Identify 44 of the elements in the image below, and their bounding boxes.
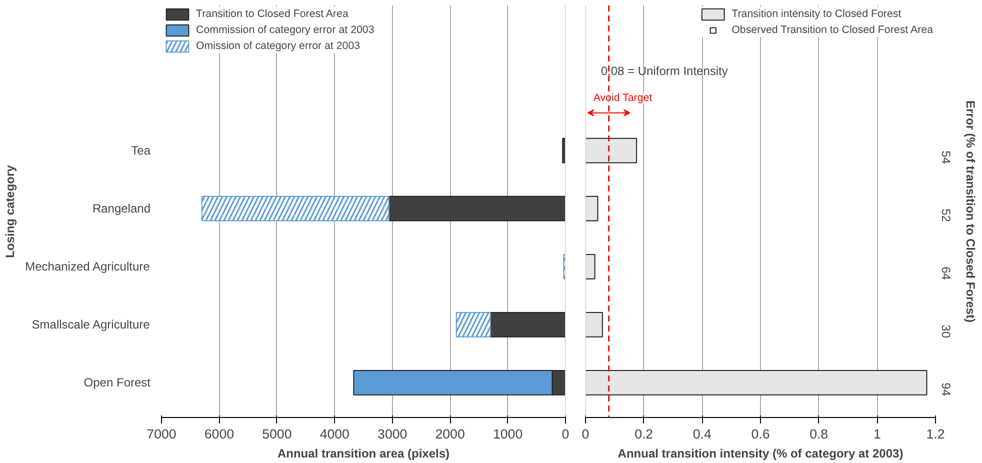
legend-label: Omission of category error at 2003: [196, 40, 360, 52]
y-tick-label: Rangeland: [92, 202, 151, 216]
x-tick-label: 0.4: [692, 426, 712, 442]
y-axis-title: Losing category: [3, 164, 18, 258]
bar: [586, 254, 596, 280]
bar: [562, 138, 566, 164]
y2-axis-title: Error (% of transition to Closed Forest): [964, 100, 978, 323]
y2-tick-label: 52: [939, 208, 953, 222]
y-tick-label: Tea: [131, 144, 151, 158]
text: Avoid Target: [593, 92, 652, 104]
bar: [586, 312, 603, 338]
legend-label: Transition intensity to Closed Forest: [732, 8, 902, 20]
x-axis-title: Annual transition area (pixels): [277, 446, 450, 460]
bar: [388, 196, 566, 222]
y2-tick-label: 54: [939, 150, 953, 164]
bar: [586, 196, 598, 222]
x-tick-label: 6000: [204, 426, 234, 442]
x-tick-label: 2000: [435, 426, 465, 442]
x-tick-label: 0: [562, 426, 570, 442]
y-tick-label: Mechanized Agriculture: [25, 260, 150, 274]
x-tick-label: 0.6: [751, 426, 770, 442]
x-axis-title: Annual transition intensity (% of category at 2003): [618, 446, 904, 460]
x-tick-label: 7000: [146, 426, 176, 442]
y-tick-label: Open Forest: [84, 376, 152, 390]
x-tick-label: 0: [582, 426, 590, 442]
legend-label: Commission of category error at 2003: [196, 24, 374, 36]
x-tick-label: 3000: [378, 426, 408, 442]
y2-tick-label: 94: [939, 382, 953, 396]
x-tick-label: 1000: [492, 426, 523, 442]
bar: [586, 370, 928, 396]
x-tick-label: 5000: [262, 426, 292, 442]
y-tick-label: Smallscale Agriculture: [32, 318, 150, 332]
x-tick-label: 1.2: [926, 426, 945, 442]
y2-tick-label: 64: [939, 266, 953, 280]
ref-line-label: 0.08 = Uniform Intensity: [600, 64, 728, 78]
x-tick-label: 0.2: [634, 426, 654, 442]
bar: [586, 138, 638, 164]
x-tick-label: 4000: [320, 426, 350, 442]
bar: [490, 312, 566, 338]
x-tick-label: 1: [873, 426, 881, 442]
y2-tick-label: 30: [939, 324, 953, 338]
legend-label: Observed Transition to Closed Forest Area: [732, 24, 933, 36]
legend-label: Transition to Closed Forest Area: [196, 8, 348, 20]
x-tick-label: 0.8: [810, 426, 828, 442]
